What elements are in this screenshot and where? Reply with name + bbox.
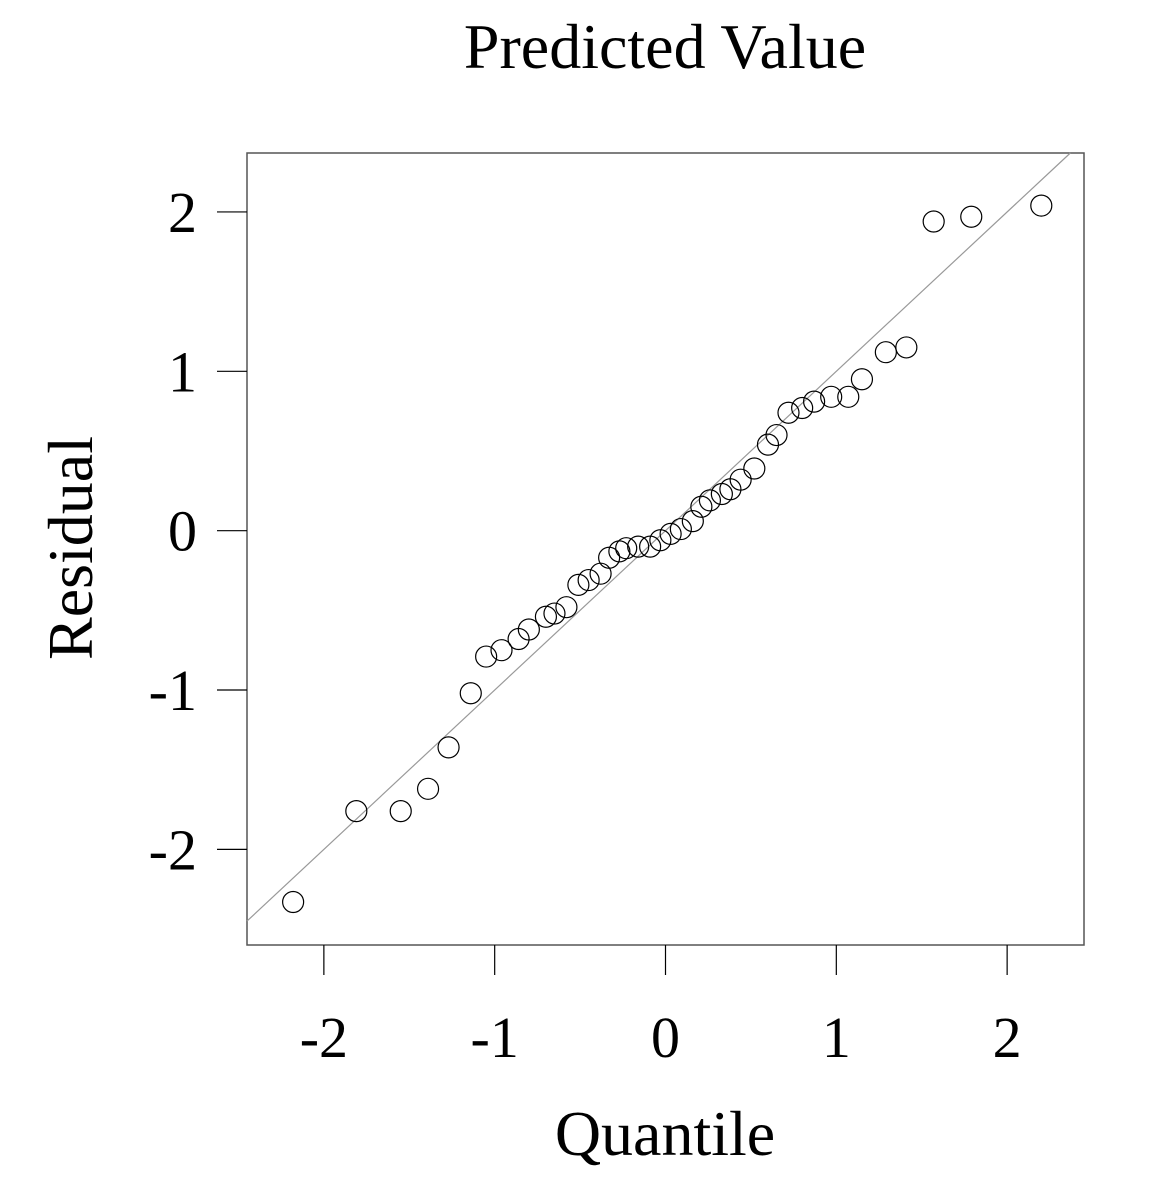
data-point [803,390,826,413]
data-point [517,618,540,641]
data-point [534,605,558,628]
data-point [922,210,945,233]
data-point [627,535,650,558]
data-point [791,396,814,420]
data-points [282,194,1053,914]
data-point [1030,194,1053,217]
data-point [681,510,704,533]
data-point [490,639,513,662]
y-tick-label: 2 [168,180,197,245]
x-tick-label: -1 [471,1005,519,1070]
data-point [589,562,612,585]
data-point [820,385,843,408]
data-point [698,489,722,512]
data-point [555,596,578,619]
data-point [777,401,800,424]
chart-title: Predicted Value [464,11,866,82]
data-point [837,385,860,408]
data-point [282,890,305,914]
data-point [960,205,983,228]
data-point [669,517,692,541]
data-point [659,522,682,545]
x-tick-label: 2 [993,1005,1022,1070]
data-point [765,423,788,447]
data-point [567,573,590,596]
data-point [710,482,733,506]
data-point [690,495,713,518]
data-point [345,800,368,823]
y-tick-label: -2 [149,817,197,882]
data-point [577,568,600,592]
y-tick-label: 0 [168,499,197,564]
data-point [850,368,874,391]
x-axis-label: Quantile [555,1098,775,1169]
data-point [756,433,780,456]
y-tick-label: 1 [168,339,197,404]
reference-line [246,152,1071,922]
x-tick-label: 0 [651,1005,680,1070]
data-point [389,800,412,823]
data-point [729,468,752,491]
reference-line-layer [246,152,1071,922]
data-point [743,457,766,480]
data-point [459,682,482,705]
x-tick-label: 1 [822,1005,851,1070]
data-point [543,602,566,625]
data-point [615,537,638,560]
data-point [874,341,897,364]
data-point [437,736,460,759]
x-axis: -2 -1 0 1 2 [300,945,1022,1070]
data-point [416,777,440,800]
y-tick-label: -1 [149,658,197,723]
data-point [475,645,498,668]
y-axis-label: Residual [35,436,106,660]
y-axis: -2 -1 0 1 2 [149,180,247,882]
x-tick-label: -2 [300,1005,348,1070]
data-point [895,336,918,359]
